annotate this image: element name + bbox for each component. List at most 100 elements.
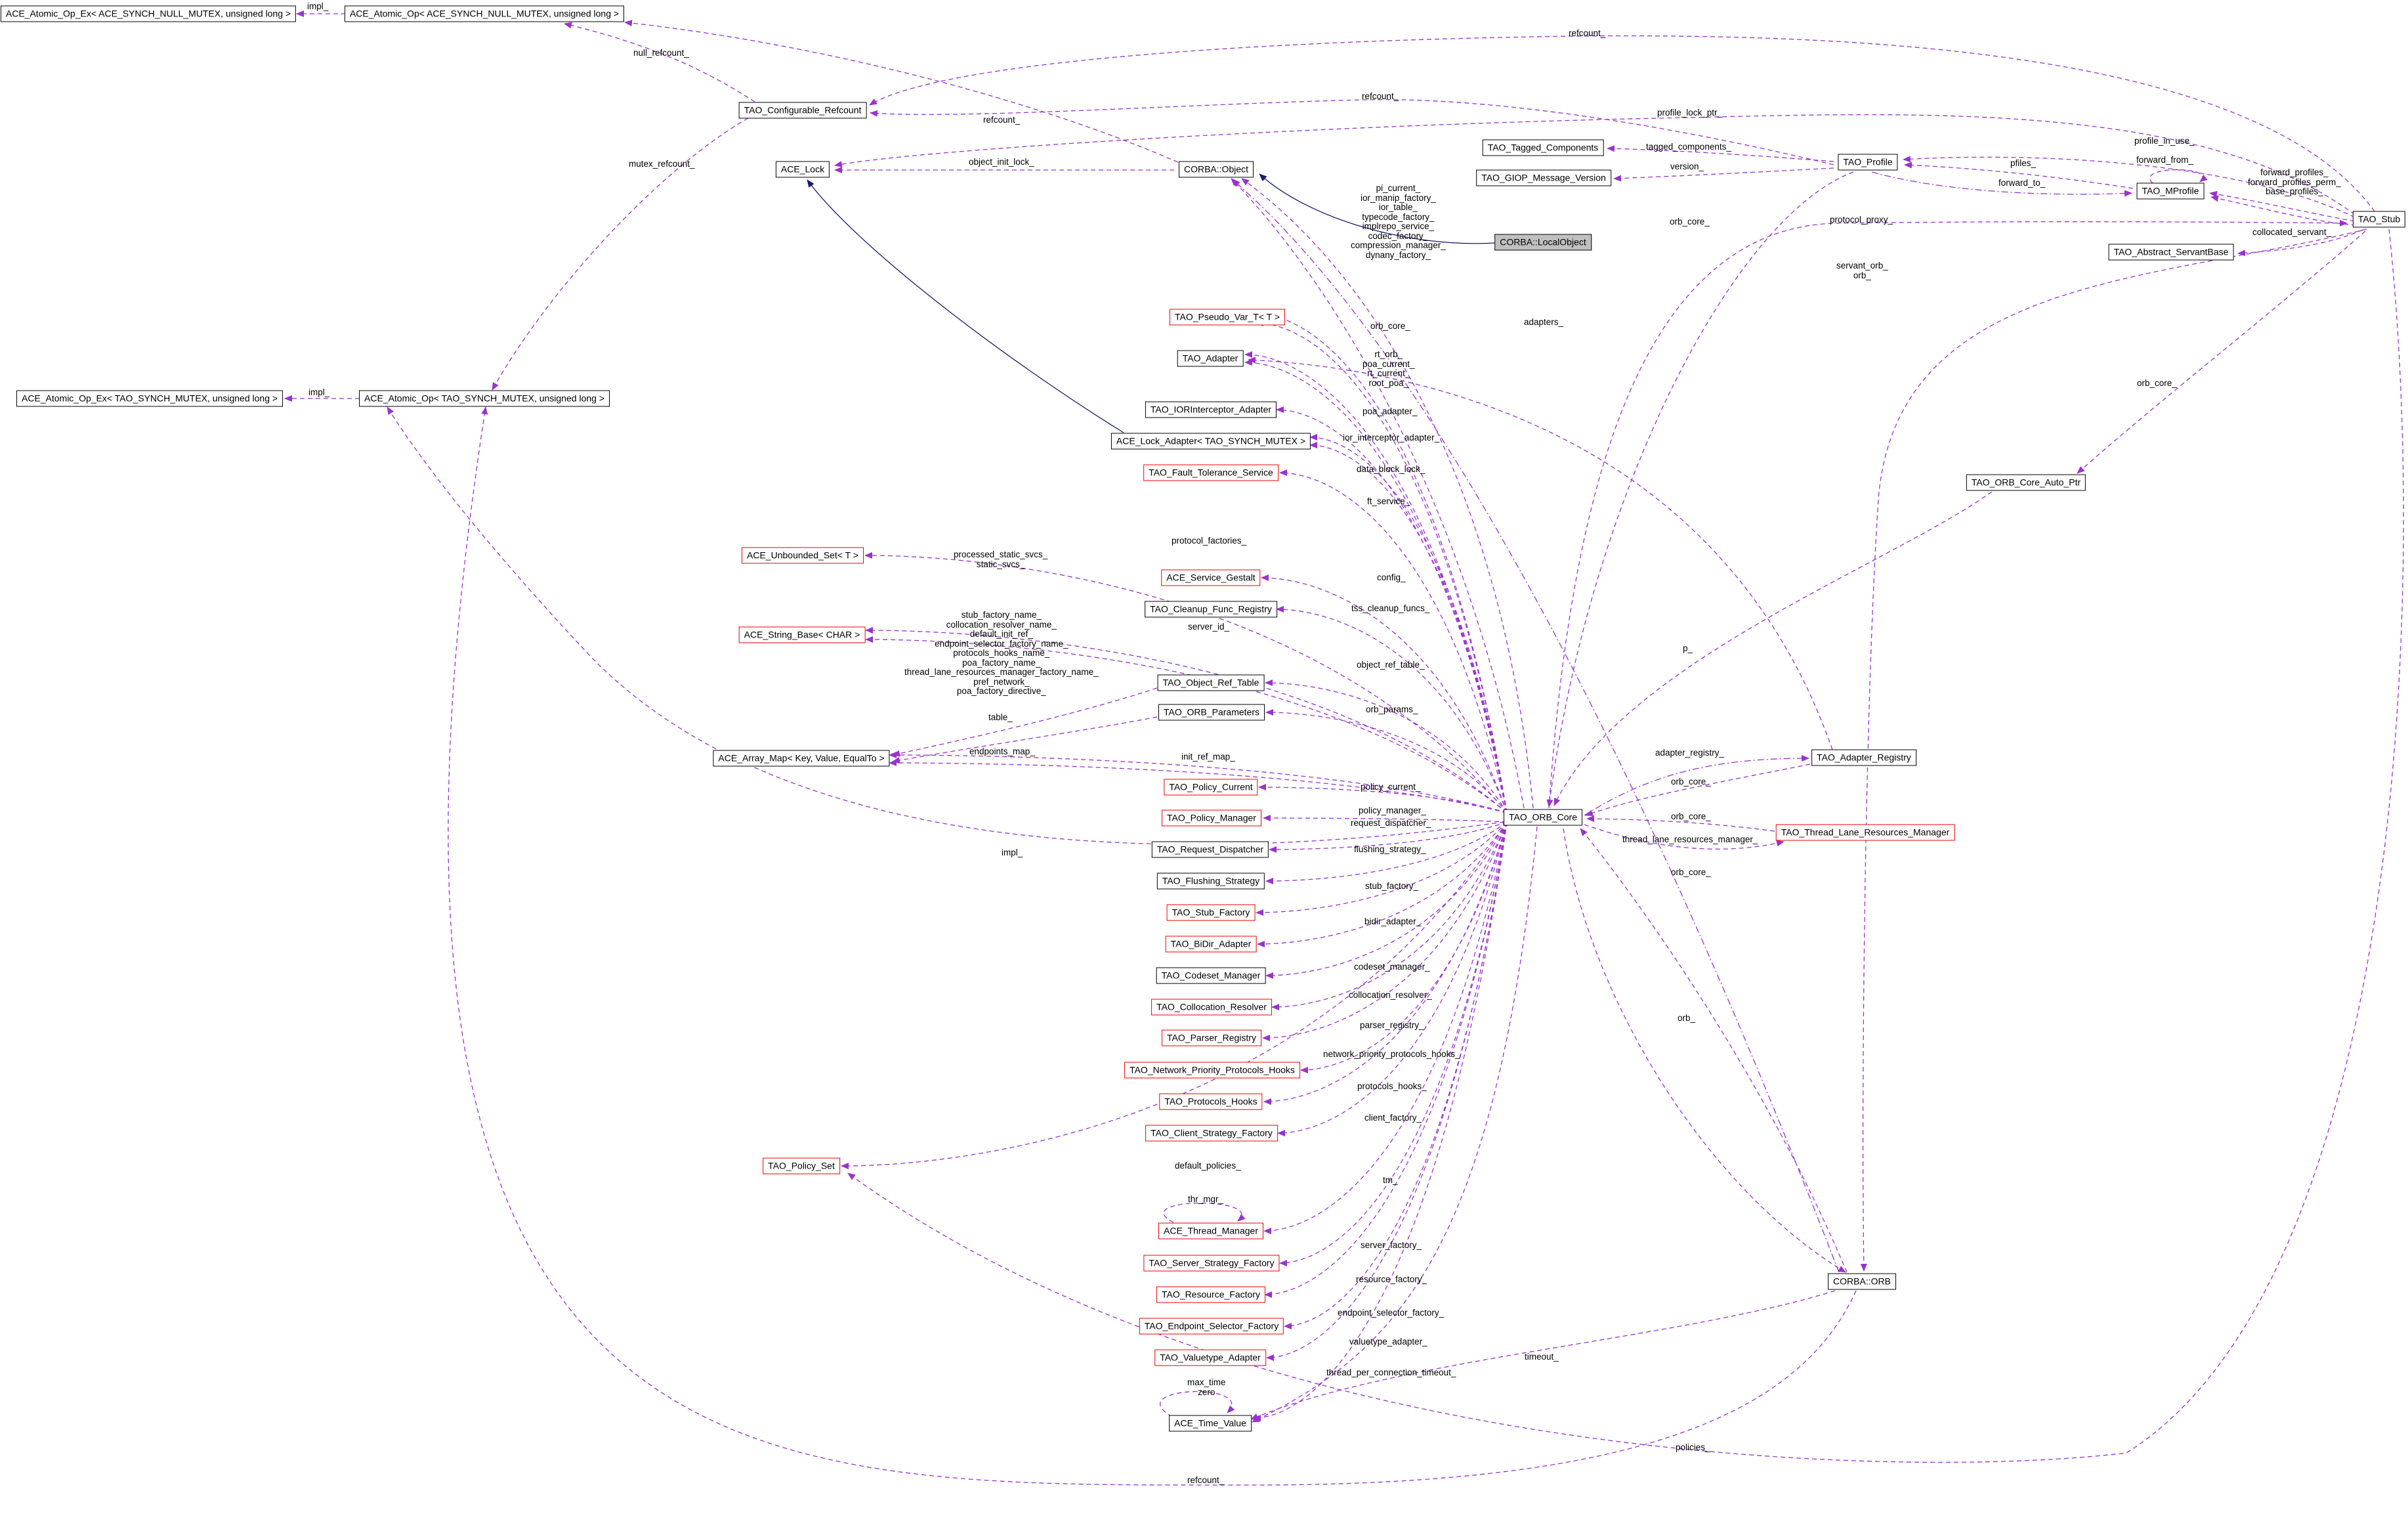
edge-label-endpoints-map-37: endpoints_map_ bbox=[969, 746, 1035, 756]
edge-orb-core-member-1 bbox=[1256, 320, 1508, 813]
node-ace-string-base-char[interactable]: ACE_String_Base< CHAR > bbox=[738, 626, 866, 643]
edge-usage-37 bbox=[1160, 1391, 1235, 1417]
node-tao-orb-core-auto-ptr[interactable]: TAO_ORB_Core_Auto_Ptr bbox=[1966, 474, 2086, 491]
edge-usage-16 bbox=[2149, 169, 2208, 184]
edge-usage-6 bbox=[624, 20, 1179, 163]
edge-orb-core-member-16 bbox=[889, 760, 1508, 813]
node-tao-iorinterceptor-adapter[interactable]: TAO_IORInterceptor_Adapter bbox=[1145, 401, 1277, 418]
edge-label-orb-core-21: orb_core_ bbox=[1370, 321, 1410, 331]
edge-orb-core-member-30 bbox=[1263, 821, 1508, 1234]
edge-inheritance-5 bbox=[1259, 173, 1497, 244]
node-tao-request-dispatcher[interactable]: TAO_Request_Dispatcher bbox=[1151, 841, 1269, 858]
edge-inheritance-4 bbox=[807, 179, 1124, 433]
node-corba-localobject[interactable]: CORBA::LocalObject bbox=[1494, 234, 1592, 251]
node-tao-policy-manager[interactable]: TAO_Policy_Manager bbox=[1162, 809, 1261, 827]
node-ace-lock[interactable]: ACE_Lock bbox=[775, 161, 830, 178]
node-ace-atomic-op-ex-ace-synch-null-mutex-unsigned-long[interactable]: ACE_Atomic_Op_Ex< ACE_SYNCH_NULL_MUTEX, … bbox=[0, 5, 297, 22]
node-ace-atomic-op-ex-tao-synch-mutex-unsigned-long[interactable]: ACE_Atomic_Op_Ex< TAO_SYNCH_MUTEX, unsig… bbox=[16, 390, 284, 407]
edge-label-forward-to-14: forward_to_ bbox=[1998, 178, 2046, 188]
node-tao-parser-registry[interactable]: TAO_Parser_Registry bbox=[1162, 1029, 1261, 1046]
edge-label-rt-orb-23: rt_orb_ poa_current_ rt_current_ root_po… bbox=[1362, 349, 1415, 388]
edge-label-pfiles-12: pfiles_ bbox=[2010, 158, 2037, 168]
edge-label-protocol-factories-28: protocol_factories_ bbox=[1172, 536, 1247, 546]
node-tao-tagged-components[interactable]: TAO_Tagged_Components bbox=[1482, 139, 1604, 156]
node-ace-lock-adapter-tao-synch-mutex[interactable]: ACE_Lock_Adapter< TAO_SYNCH_MUTEX > bbox=[1110, 433, 1311, 450]
edge-label-refcount-2: refcount_ bbox=[1569, 28, 1606, 38]
edge-label-pi-current-20: pi_current_ ior_manip_factory_ ior_table… bbox=[1351, 183, 1446, 260]
edge-label-impl-0: impl_ bbox=[307, 1, 329, 11]
edge-label-orb-core-67: orb_core_ bbox=[1671, 867, 1711, 877]
node-tao-stub[interactable]: TAO_Stub bbox=[2352, 211, 2406, 228]
edge-orb-core-member-33 bbox=[1284, 821, 1508, 1329]
edge-label-impl-71: impl_ bbox=[1002, 848, 1023, 857]
node-tao-stub-factory[interactable]: TAO_Stub_Factory bbox=[1166, 904, 1256, 921]
edge-usage-19 bbox=[1553, 491, 1993, 806]
node-tao-cleanup-func-registry[interactable]: TAO_Cleanup_Func_Registry bbox=[1145, 601, 1277, 618]
node-ace-service-gestalt[interactable]: ACE_Service_Gestalt bbox=[1161, 569, 1261, 586]
edge-label-tm-52: tm_ bbox=[1383, 1175, 1398, 1185]
node-ace-atomic-op-tao-synch-mutex-unsigned-long[interactable]: ACE_Atomic_Op< TAO_SYNCH_MUTEX, unsigned… bbox=[359, 390, 610, 407]
edge-orb-core-member-35 bbox=[1253, 821, 1508, 1421]
node-tao-protocols-hooks[interactable]: TAO_Protocols_Hooks bbox=[1159, 1093, 1263, 1110]
edge-usage-9 bbox=[1607, 145, 1834, 162]
edge-usage-27 bbox=[1584, 824, 1785, 850]
edge-label-object-ref-table-34: object_ref_table_ bbox=[1357, 660, 1425, 670]
edge-label-adapter-registry-63: adapter_registry_ bbox=[1655, 748, 1725, 758]
node-tao-policy-current[interactable]: TAO_Policy_Current bbox=[1164, 779, 1258, 796]
node-tao-collocation-resolver[interactable]: TAO_Collocation_Resolver bbox=[1151, 999, 1272, 1016]
node-tao-fault-tolerance-service[interactable]: TAO_Fault_Tolerance_Service bbox=[1143, 464, 1278, 481]
edge-usage-29 bbox=[1232, 179, 1840, 1273]
node-tao-flushing-strategy[interactable]: TAO_Flushing_Strategy bbox=[1156, 873, 1265, 890]
node-tao-orb-core[interactable]: TAO_ORB_Core bbox=[1504, 809, 1582, 826]
node-tao-thread-lane-resources-manager[interactable]: TAO_Thread_Lane_Resources_Manager bbox=[1775, 824, 1955, 841]
node-tao-adapter-registry[interactable]: TAO_Adapter_Registry bbox=[1811, 749, 1916, 766]
edge-orb-core-member-26 bbox=[1300, 821, 1508, 1073]
edge-label-adapters-22: adapters_ bbox=[1524, 317, 1564, 327]
node-tao-resource-factory[interactable]: TAO_Resource_Factory bbox=[1156, 1286, 1265, 1303]
edge-label-valuetype-adapter-57: valuetype_adapter_ bbox=[1349, 1337, 1427, 1347]
edge-orb-core-member-18 bbox=[1263, 815, 1508, 823]
node-ace-array-map-key-value-equalto[interactable]: ACE_Array_Map< Key, Value, EqualTo > bbox=[713, 750, 890, 767]
node-tao-object-ref-table[interactable]: TAO_Object_Ref_Table bbox=[1157, 674, 1265, 691]
node-tao-adapter[interactable]: TAO_Adapter bbox=[1177, 350, 1244, 367]
node-ace-time-value[interactable]: ACE_Time_Value bbox=[1169, 1415, 1252, 1432]
edge-label-client-factory-50: client_factory_ bbox=[1364, 1113, 1422, 1123]
node-tao-server-strategy-factory[interactable]: TAO_Server_Strategy_Factory bbox=[1143, 1255, 1280, 1272]
edge-label-p-68: p_ bbox=[1683, 643, 1693, 653]
node-tao-endpoint-selector-factory[interactable]: TAO_Endpoint_Selector_Factory bbox=[1139, 1318, 1284, 1335]
node-tao-codeset-manager[interactable]: TAO_Codeset_Manager bbox=[1156, 967, 1266, 984]
edge-orb-core-member-32 bbox=[1264, 821, 1508, 1298]
edge-orb-core-member-10 bbox=[1276, 606, 1508, 813]
edge-orb-core-member-20 bbox=[1265, 821, 1508, 884]
node-tao-policy-set[interactable]: TAO_Policy_Set bbox=[763, 1157, 840, 1175]
node-tao-giop-message-version[interactable]: TAO_GIOP_Message_Version bbox=[1476, 169, 1611, 186]
node-tao-profile[interactable]: TAO_Profile bbox=[1838, 154, 1898, 171]
node-tao-orb-parameters[interactable]: TAO_ORB_Parameters bbox=[1158, 704, 1265, 721]
node-ace-thread-manager[interactable]: ACE_Thread_Manager bbox=[1158, 1222, 1263, 1240]
edge-label-server-factory-54: server_factory_ bbox=[1361, 1240, 1422, 1250]
edge-label-default-policies-51: default_policies_ bbox=[1175, 1161, 1241, 1171]
node-tao-abstract-servantbase[interactable]: TAO_Abstract_ServantBase bbox=[2108, 244, 2234, 261]
edge-orb-core-member-7 bbox=[1279, 469, 1508, 813]
node-corba-orb[interactable]: CORBA::ORB bbox=[1828, 1273, 1896, 1290]
node-tao-pseudo-var-t-t[interactable]: TAO_Pseudo_Var_T< T > bbox=[1169, 309, 1286, 326]
edge-usage-11 bbox=[1903, 156, 2355, 218]
node-tao-client-strategy-factory[interactable]: TAO_Client_Strategy_Factory bbox=[1145, 1125, 1278, 1142]
node-ace-atomic-op-ace-synch-null-mutex-unsigned-long[interactable]: ACE_Atomic_Op< ACE_SYNCH_NULL_MUTEX, uns… bbox=[344, 5, 625, 22]
node-tao-valuetype-adapter[interactable]: TAO_Valuetype_Adapter bbox=[1154, 1349, 1266, 1366]
edge-orb-core-member-34 bbox=[1266, 821, 1508, 1361]
edge-usage-30 bbox=[1231, 178, 1525, 809]
edge-label-orb-core-65: orb_core_ bbox=[1671, 811, 1711, 821]
edge-usage-0 bbox=[869, 35, 2375, 212]
edge-usage-13 bbox=[1871, 171, 2132, 197]
node-tao-network-priority-protocols-hooks[interactable]: TAO_Network_Priority_Protocols_Hooks bbox=[1124, 1062, 1300, 1079]
edge-label-network-priority-protocols-hooks-48: network_priority_protocols_hooks_ bbox=[1323, 1049, 1460, 1059]
edge-label-policy-manager-40: policy_manager_ bbox=[1359, 806, 1426, 815]
node-corba-object[interactable]: CORBA::Object bbox=[1178, 161, 1254, 178]
node-tao-mprofile[interactable]: TAO_MProfile bbox=[2136, 183, 2205, 200]
edge-label-data-block-lock-26: data_block_lock_ bbox=[1357, 464, 1426, 474]
node-tao-bidir-adapter[interactable]: TAO_BiDir_Adapter bbox=[1165, 936, 1257, 953]
node-tao-configurable-refcount[interactable]: TAO_Configurable_Refcount bbox=[738, 102, 867, 119]
node-ace-unbounded-set-t[interactable]: ACE_Unbounded_Set< T > bbox=[742, 547, 864, 564]
